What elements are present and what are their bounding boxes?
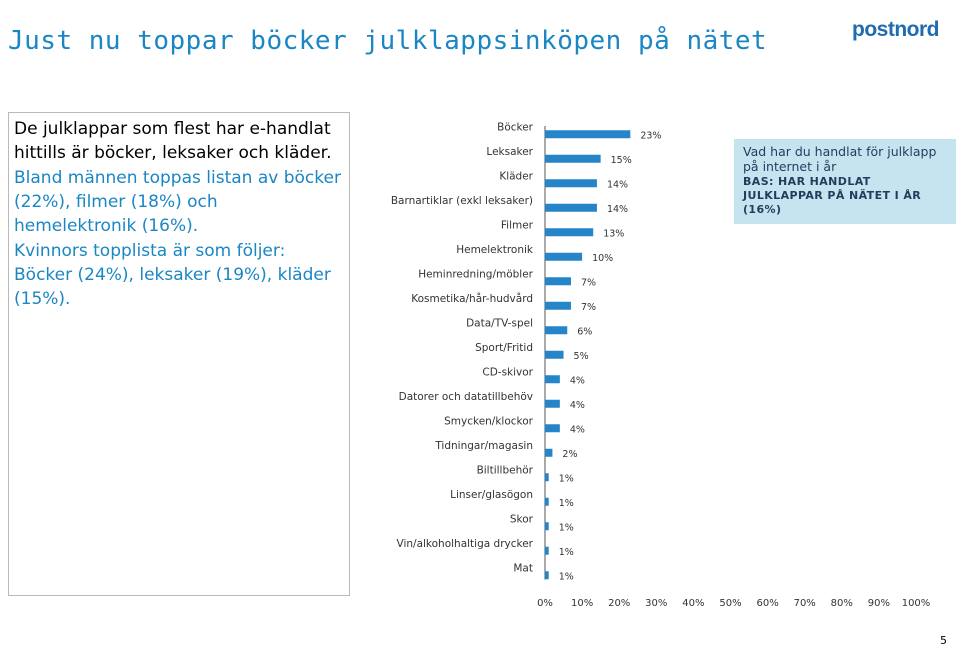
category-label: Kläder — [499, 170, 533, 182]
bar — [545, 228, 594, 237]
bar — [545, 350, 564, 359]
category-label: Skor — [510, 513, 534, 525]
data-label: 4% — [570, 400, 585, 411]
bar — [545, 546, 549, 555]
category-label: Vin/alkoholhaltiga drycker — [397, 538, 534, 550]
bar — [545, 424, 560, 433]
category-label: Barnartiklar (exkl leksaker) — [391, 195, 533, 207]
summary-paragraph-men: Bland männen toppas listan av böcker (22… — [14, 168, 341, 236]
bar — [545, 473, 549, 482]
bar — [545, 277, 571, 286]
bar — [545, 203, 597, 212]
data-label: 7% — [581, 302, 596, 313]
data-label: 2% — [562, 449, 577, 460]
x-tick-label: 80% — [831, 598, 853, 609]
category-label: Smycken/klockor — [444, 415, 534, 427]
x-tick-label: 30% — [645, 598, 667, 609]
category-label: Hemelektronik — [456, 244, 534, 256]
data-label: 15% — [611, 155, 632, 166]
data-label: 4% — [570, 424, 585, 435]
bar — [545, 301, 571, 310]
x-tick-label: 60% — [756, 598, 778, 609]
bar — [545, 326, 568, 335]
bar — [545, 375, 560, 384]
x-tick-label: 50% — [719, 598, 741, 609]
bar — [545, 252, 583, 261]
summary-paragraph-women: Kvinnors topplista är som följer: Böcker… — [14, 241, 331, 309]
category-label: Linser/glasögon — [450, 489, 533, 501]
data-label: 5% — [574, 351, 589, 362]
data-label: 14% — [607, 179, 628, 190]
category-label: Data/TV-spel — [466, 317, 533, 329]
page-number: 5 — [940, 634, 947, 647]
bar — [545, 154, 601, 163]
x-tick-label: 10% — [571, 598, 593, 609]
bar — [545, 571, 549, 580]
bar — [545, 130, 631, 139]
category-label: Heminredning/möbler — [418, 268, 533, 280]
category-label: Biltillbehör — [477, 464, 534, 476]
x-tick-label: 40% — [682, 598, 704, 609]
bar — [545, 179, 597, 188]
data-label: 7% — [581, 277, 596, 288]
callout-question: Vad har du handlat för julklapp på inter… — [743, 144, 937, 174]
question-callout: Vad har du handlat för julklapp på inter… — [734, 139, 956, 224]
category-label: Datorer och datatillbehöv — [399, 391, 533, 403]
category-label: Tidningar/magasin — [434, 440, 533, 452]
bar — [545, 497, 549, 506]
data-label: 14% — [607, 204, 628, 215]
data-label: 1% — [559, 498, 574, 509]
category-label: Sport/Fritid — [475, 342, 533, 354]
x-tick-label: 20% — [608, 598, 630, 609]
x-tick-label: 70% — [794, 598, 816, 609]
data-label: 23% — [640, 130, 661, 141]
category-label: Filmer — [501, 219, 534, 231]
summary-frame — [8, 112, 350, 596]
bar — [545, 448, 553, 457]
data-label: 10% — [592, 253, 613, 264]
postnord-logo: postnord — [852, 18, 939, 41]
page-title: Just nu toppar böcker julklappsinköpen p… — [8, 26, 768, 56]
data-label: 1% — [559, 547, 574, 558]
category-label: Böcker — [497, 121, 534, 133]
data-label: 13% — [603, 228, 624, 239]
data-label: 6% — [577, 326, 592, 337]
summary-text: De julklappar som flest har e-handlat hi… — [14, 117, 344, 312]
bar — [545, 522, 549, 531]
data-label: 1% — [559, 522, 574, 533]
summary-paragraph-overall: De julklappar som flest har e-handlat hi… — [14, 119, 332, 163]
data-label: 1% — [559, 571, 574, 582]
category-label: Leksaker — [486, 146, 533, 158]
callout-base: BAS: HAR HANDLAT JULKLAPPAR PÅ NÄTET I Å… — [743, 175, 922, 216]
x-tick-label: 90% — [868, 598, 890, 609]
category-label: Kosmetika/hår-hudvård — [411, 292, 533, 305]
x-tick-label: 100% — [902, 598, 931, 609]
data-label: 1% — [559, 473, 574, 484]
category-label: CD-skivor — [482, 366, 533, 378]
data-label: 4% — [570, 375, 585, 386]
bar — [545, 399, 560, 408]
x-tick-label: 0% — [537, 598, 553, 609]
category-label: Mat — [513, 562, 533, 574]
